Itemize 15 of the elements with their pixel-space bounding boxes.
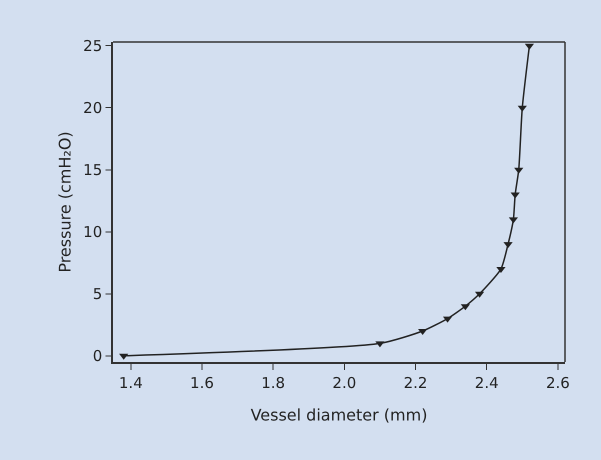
y-tick-label: 25 (83, 36, 102, 55)
y-tick-label: 15 (83, 161, 102, 179)
y-tick-label: 20 (83, 98, 102, 117)
x-tick-label: 1.8 (261, 374, 286, 392)
x-tick-label: 2.6 (546, 374, 570, 392)
y-tick-label: 0 (92, 347, 102, 366)
x-tick-label: 2.4 (474, 374, 499, 392)
x-tick-label: 1.4 (118, 374, 143, 392)
y-axis-title: Pressure (cmH₂O) (56, 131, 74, 273)
x-tick-label: 2.2 (404, 374, 428, 392)
x-tick-label: 2.0 (332, 374, 356, 392)
y-tick-label: 5 (92, 285, 102, 304)
y-tick-label: 10 (83, 223, 102, 242)
x-tick-label: 1.6 (190, 374, 214, 392)
x-axis-title: Vessel diameter (mm) (250, 406, 428, 424)
